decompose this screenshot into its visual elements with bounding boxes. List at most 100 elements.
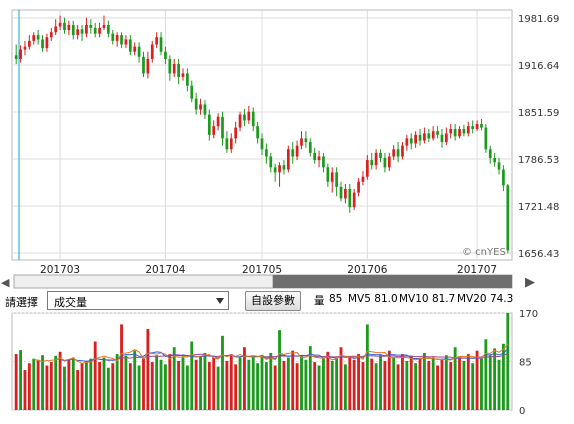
- volume-bar: [422, 352, 426, 410]
- scrollbar-thumb[interactable]: [13, 274, 274, 289]
- candle-body: [221, 116, 224, 139]
- volume-bar: [102, 357, 106, 410]
- candle-body: [493, 157, 496, 163]
- volume-tick-label: 85: [519, 358, 532, 369]
- volume-bar: [251, 356, 255, 410]
- volume-bar: [54, 355, 58, 410]
- volume-bar: [392, 357, 396, 410]
- candle-body: [374, 152, 378, 166]
- volume-bar: [300, 355, 303, 410]
- candle-body: [365, 160, 369, 177]
- volume-bar: [506, 313, 510, 410]
- candle-body: [172, 64, 176, 74]
- volume-bar: [45, 365, 49, 410]
- volume-bar: [313, 362, 317, 410]
- candle-body: [76, 29, 80, 36]
- volume-bar: [207, 362, 211, 410]
- candle-body: [423, 133, 426, 141]
- candle-body: [203, 104, 207, 115]
- candle-body: [449, 129, 453, 134]
- candle-body: [54, 26, 58, 33]
- candle-body: [190, 85, 194, 99]
- volume-bar: [497, 359, 501, 410]
- candle-body: [164, 51, 167, 59]
- volume-bar: [501, 343, 505, 410]
- volume-bar: [199, 356, 202, 410]
- volume-bar: [462, 360, 466, 410]
- volume-bar: [343, 364, 347, 410]
- candle-body: [150, 44, 154, 59]
- scrollbar-range[interactable]: [272, 275, 512, 288]
- candle-body: [317, 156, 321, 161]
- mv20-value: MV20 74.3: [457, 293, 514, 305]
- candle-body: [212, 126, 216, 135]
- candle-body: [120, 35, 123, 45]
- candle-body: [19, 49, 22, 59]
- candle-body: [243, 114, 246, 121]
- volume-bar: [357, 354, 360, 410]
- candle-body: [36, 35, 40, 40]
- month-tick-label: 201703: [40, 264, 80, 276]
- candle-body: [251, 111, 255, 127]
- volume-bar: [370, 358, 374, 410]
- volume-bar: [221, 335, 224, 410]
- volume-bar: [76, 370, 80, 410]
- candle-body: [502, 169, 505, 186]
- candle-body: [497, 162, 501, 170]
- volume-bar: [19, 350, 23, 410]
- settings-button[interactable]: 自設參數: [245, 291, 301, 311]
- candle-body: [124, 39, 128, 45]
- volume-bar: [128, 363, 132, 410]
- volume-bar: [418, 358, 422, 410]
- volume-bar: [146, 328, 150, 410]
- volume-bar: [264, 362, 268, 410]
- volume-bar: [361, 362, 365, 410]
- volume-bar: [177, 360, 181, 410]
- price-tick-label: 1721.48: [518, 202, 559, 213]
- price-tick-label: 1786.53: [518, 155, 559, 166]
- indicator-dropdown-value: 成交量: [54, 296, 87, 309]
- volume-bar: [330, 360, 334, 410]
- volume-bar: [243, 347, 246, 410]
- candle-body: [440, 134, 444, 143]
- volume-bar: [427, 360, 431, 410]
- candle-body: [480, 123, 483, 128]
- candle-body: [444, 133, 448, 143]
- volume-value: 85: [329, 293, 343, 305]
- volume-tick-label: 170: [519, 309, 538, 320]
- month-tick-label: 201704: [145, 264, 185, 276]
- candle-body: [392, 149, 396, 157]
- candle-body: [282, 165, 286, 170]
- candle-body: [41, 39, 44, 49]
- volume-bar: [190, 341, 194, 410]
- candle-body: [488, 149, 492, 158]
- volume-moving-averages: [33, 343, 509, 364]
- chevron-down-icon[interactable]: [216, 298, 224, 304]
- candle-body: [401, 145, 404, 157]
- volume-bar: [440, 359, 444, 410]
- volume-bar: [401, 354, 404, 410]
- scrollbar[interactable]: [13, 274, 513, 289]
- volume-bar: [67, 359, 71, 410]
- candle-body: [471, 126, 475, 130]
- candle-body: [383, 157, 387, 168]
- candle-body: [234, 127, 238, 139]
- candle-body: [80, 29, 84, 34]
- volume-bar: [335, 357, 339, 410]
- mv5-value: MV5 81.0: [348, 293, 398, 305]
- volume-bar: [365, 324, 369, 410]
- candle-body: [453, 129, 457, 137]
- scroll-right-arrow[interactable]: ▶: [525, 275, 535, 290]
- candle-body: [207, 114, 211, 135]
- candle-body: [142, 56, 145, 74]
- candle-body: [335, 172, 338, 187]
- volume-bar: [326, 351, 330, 410]
- candle-body: [177, 64, 180, 78]
- volume-bar: [480, 358, 483, 410]
- candle-body: [111, 33, 115, 41]
- mv5-line: [33, 343, 509, 364]
- volume-bar: [225, 360, 229, 410]
- indicator-dropdown[interactable]: 成交量: [47, 291, 229, 310]
- scroll-left-arrow[interactable]: ◀: [1, 276, 10, 289]
